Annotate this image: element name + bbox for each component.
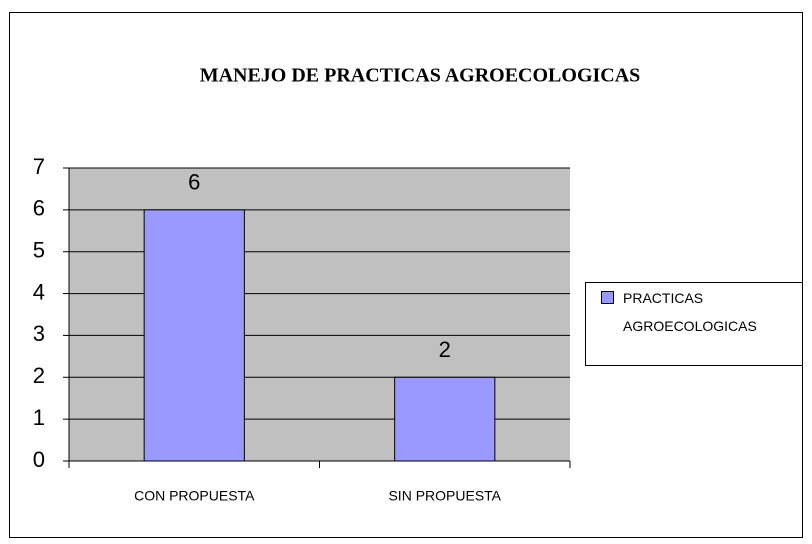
- legend-swatch: [601, 291, 614, 304]
- y-tick-label: 1: [33, 405, 45, 430]
- y-tick-label: 6: [33, 196, 45, 221]
- chart-title: MANEJO DE PRACTICAS AGROECOLOGICAS: [200, 65, 641, 87]
- bar: [394, 376, 496, 462]
- value-label: 2: [439, 337, 451, 362]
- legend-box: [585, 282, 803, 366]
- y-tick-label: 4: [33, 279, 45, 304]
- bar: [143, 209, 245, 462]
- y-tick-label: 7: [33, 154, 45, 179]
- x-tick-label: CON PROPUESTA: [134, 488, 255, 504]
- legend-label: PRACTICAS AGROECOLOGICAS: [623, 290, 757, 334]
- value-label: 6: [188, 170, 200, 195]
- y-tick-label: 3: [33, 321, 45, 346]
- y-tick-label: 2: [33, 363, 45, 388]
- x-tick-label: SIN PROPUESTA: [388, 488, 501, 504]
- y-tick-label: 0: [33, 447, 45, 472]
- y-tick-label: 5: [33, 238, 45, 263]
